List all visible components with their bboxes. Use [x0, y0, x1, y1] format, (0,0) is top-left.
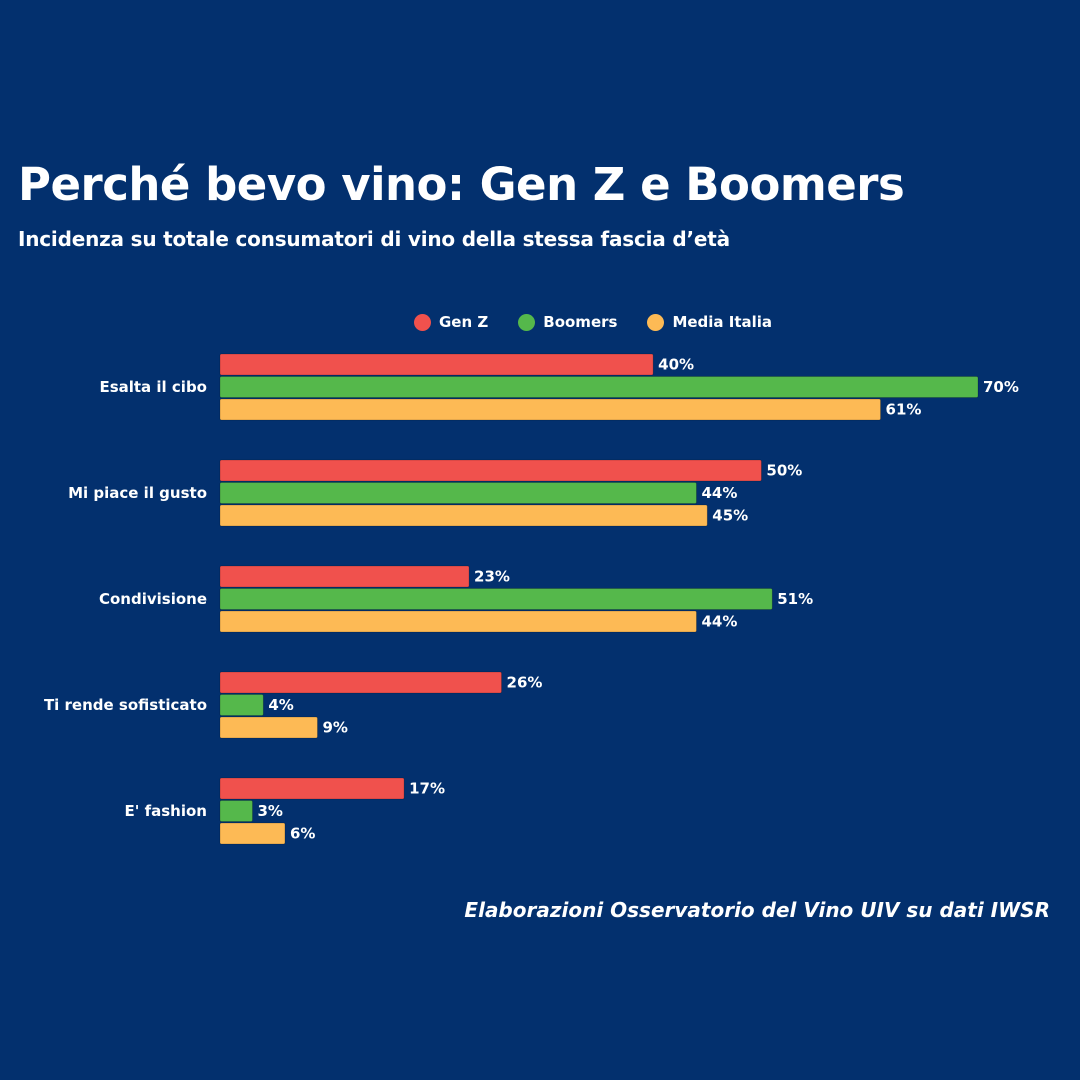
- bar-boomers: [219, 376, 979, 398]
- bar-group-esalta-il-cibo: Esalta il cibo 40% 70% 61%: [99, 353, 1019, 421]
- bar-gen-z: [219, 353, 654, 376]
- legend-item-media-italia: Media Italia: [647, 313, 772, 331]
- bar-gen-z: [219, 777, 405, 800]
- chart-subtitle: Incidenza su totale consumatori di vino …: [18, 227, 730, 251]
- bar-media-italia: [219, 822, 286, 845]
- bar-media-italia: [219, 716, 318, 739]
- legend-item-boomers: Boomers: [518, 313, 617, 331]
- legend-swatch-media-italia: [647, 313, 665, 331]
- data-label-media-italia: 61%: [886, 401, 922, 419]
- bar-group-ti-rende-sofisticato: Ti rende sofisticato 26% 4% 9%: [44, 671, 543, 739]
- data-label-gen-z: 23%: [474, 568, 510, 586]
- data-label-boomers: 51%: [777, 590, 813, 608]
- bar-group-mi-piace-il-gusto: Mi piace il gusto 50% 44% 45%: [68, 459, 802, 527]
- legend-label-gen-z: Gen Z: [439, 313, 489, 331]
- data-label-boomers: 44%: [701, 484, 737, 502]
- bar-boomers: [219, 588, 773, 610]
- data-label-gen-z: 26%: [507, 674, 543, 692]
- source-note: Elaborazioni Osservatorio del Vino UIV s…: [464, 898, 1050, 922]
- category-label: E' fashion: [125, 802, 207, 820]
- data-label-media-italia: 6%: [290, 825, 315, 843]
- bar-media-italia: [219, 504, 708, 527]
- bar-gen-z: [219, 459, 762, 482]
- bar-media-italia: [219, 610, 697, 633]
- data-label-gen-z: 40%: [658, 356, 694, 374]
- legend-swatch-boomers: [518, 313, 536, 331]
- bar-gen-z: [219, 671, 502, 694]
- category-label: Esalta il cibo: [99, 378, 207, 396]
- data-label-boomers: 4%: [268, 696, 293, 714]
- category-label: Ti rende sofisticato: [44, 696, 207, 714]
- bar-gen-z: [219, 565, 470, 588]
- bar-boomers: [219, 800, 253, 822]
- data-label-media-italia: 9%: [322, 719, 347, 737]
- data-label-media-italia: 44%: [701, 613, 737, 631]
- legend-label-media-italia: Media Italia: [672, 313, 773, 331]
- category-label: Condivisione: [99, 590, 207, 608]
- data-label-gen-z: 50%: [766, 462, 802, 480]
- bar-group-condivisione: Condivisione 23% 51% 44%: [99, 565, 813, 633]
- legend-item-gen-z: Gen Z: [414, 313, 488, 331]
- bar-media-italia: [219, 398, 881, 421]
- chart-title: Perché bevo vino: Gen Z e Boomers: [18, 158, 905, 211]
- category-label: Mi piace il gusto: [68, 484, 207, 502]
- legend-label-boomers: Boomers: [543, 313, 618, 331]
- data-label-media-italia: 45%: [712, 507, 748, 525]
- legend-swatch-gen-z: [414, 313, 431, 331]
- bar-boomers: [219, 694, 264, 716]
- data-label-boomers: 70%: [983, 378, 1019, 396]
- bar-group-e-fashion: E' fashion 17% 3% 6%: [125, 777, 445, 845]
- data-label-gen-z: 17%: [409, 780, 445, 798]
- bar-boomers: [219, 482, 697, 504]
- data-label-boomers: 3%: [257, 802, 282, 820]
- legend: Gen Z Boomers Media Italia: [414, 313, 772, 331]
